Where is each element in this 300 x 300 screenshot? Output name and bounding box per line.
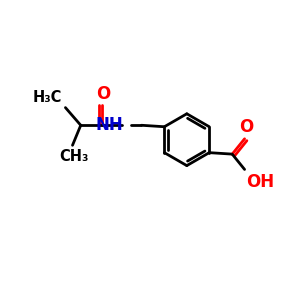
Text: H₃C: H₃C [33, 90, 62, 105]
Text: NH: NH [95, 116, 123, 134]
Text: O: O [238, 118, 253, 136]
Text: CH₃: CH₃ [59, 149, 88, 164]
Text: O: O [96, 85, 110, 103]
Text: OH: OH [246, 173, 274, 191]
